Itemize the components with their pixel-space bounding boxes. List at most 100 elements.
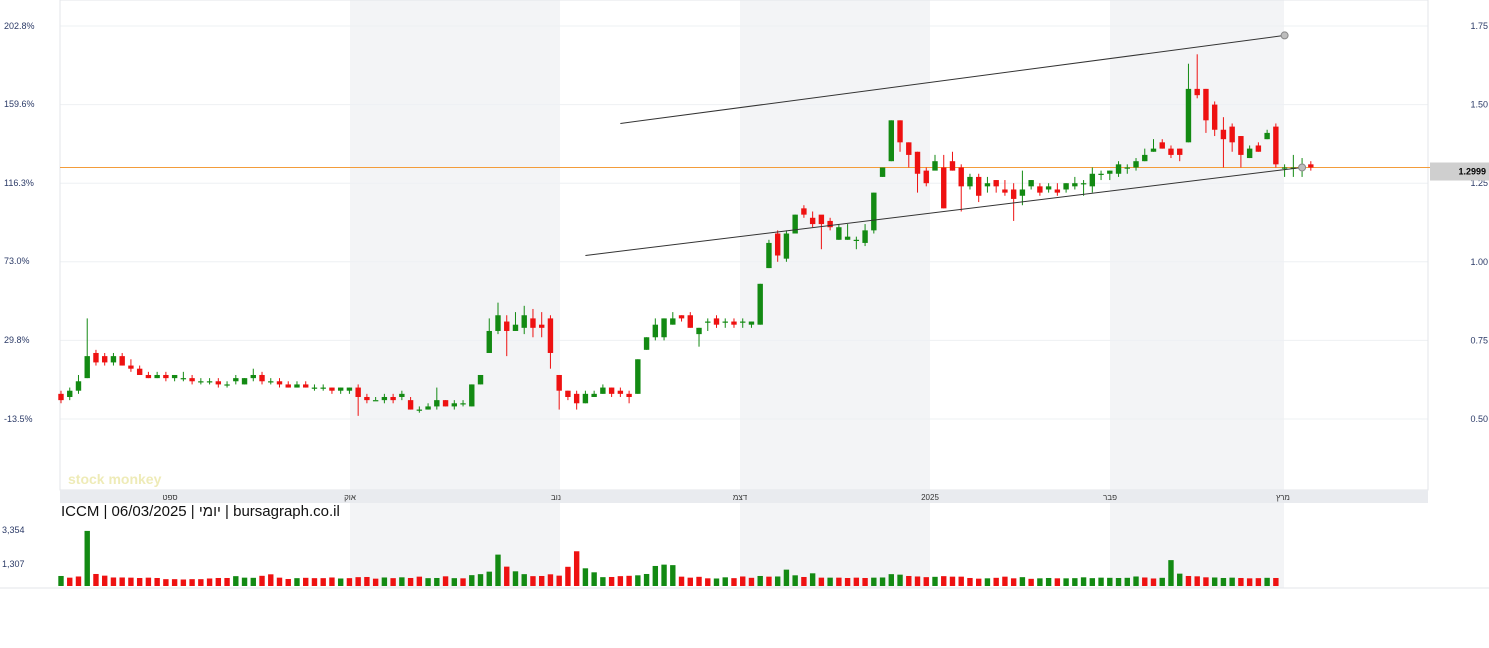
- volume-bar: [303, 577, 309, 586]
- volume-bar: [923, 577, 929, 586]
- candle: [206, 378, 213, 385]
- candle-body: [1054, 189, 1061, 193]
- candle-body: [521, 315, 527, 328]
- candle: [809, 211, 816, 228]
- volume-bar: [967, 577, 973, 586]
- candle: [766, 239, 772, 269]
- candle-body: [1255, 145, 1262, 152]
- candle-body: [233, 378, 239, 382]
- candle-body: [1150, 148, 1157, 152]
- candle: [713, 315, 720, 328]
- volume-bar: [381, 577, 388, 586]
- candle-body: [731, 321, 737, 325]
- candle-body: [906, 142, 912, 155]
- candle: [608, 387, 615, 397]
- candle: [119, 352, 125, 366]
- candle-body: [565, 390, 571, 397]
- volume-bar: [75, 576, 82, 586]
- volume-bar: [1229, 577, 1235, 586]
- candle: [661, 318, 667, 341]
- volume-bar: [844, 577, 851, 586]
- month-label: מרץ: [1276, 493, 1290, 502]
- candle-body: [486, 330, 492, 353]
- volume-bar: [1080, 577, 1087, 586]
- volume-bar: [154, 577, 160, 586]
- candle-body: [783, 233, 790, 259]
- candle-body: [941, 167, 947, 209]
- candle: [451, 400, 457, 410]
- volume-bar: [906, 575, 912, 586]
- candle-body: [1028, 180, 1034, 187]
- candle: [346, 387, 353, 394]
- candle-body: [198, 381, 204, 383]
- candle: [670, 312, 676, 325]
- candle-body: [224, 384, 230, 386]
- candle-body: [836, 227, 842, 240]
- candle: [530, 308, 536, 338]
- candle: [792, 214, 798, 234]
- candle: [1037, 183, 1043, 196]
- left-axis-tick: 29.8%: [4, 335, 30, 345]
- volume-bar: [801, 576, 807, 586]
- volume-axis-tick: 1,307: [2, 559, 25, 569]
- candle: [128, 359, 134, 372]
- candle: [617, 387, 624, 397]
- candle: [635, 359, 641, 394]
- background-band: [740, 0, 930, 490]
- volume-bar: [1115, 577, 1122, 586]
- candle: [241, 378, 248, 385]
- candle-body: [740, 321, 746, 323]
- candle: [442, 400, 449, 407]
- volume-bar: [836, 577, 842, 586]
- candle-body: [390, 396, 396, 401]
- candle: [58, 390, 64, 404]
- volume-bar: [189, 579, 195, 586]
- volume-bar: [766, 576, 772, 586]
- candle: [582, 390, 589, 404]
- chart-caption: ICCM | 06/03/2025 | יומי | bursagraph.co…: [61, 503, 340, 520]
- volume-bar: [145, 577, 152, 586]
- candle: [958, 164, 964, 212]
- month-label: 2025: [921, 493, 939, 502]
- candle: [678, 315, 685, 322]
- volume-bar: [608, 576, 615, 586]
- candle: [914, 151, 921, 193]
- left-axis-tick: 202.8%: [4, 21, 35, 31]
- candle: [504, 315, 510, 357]
- candle-body: [215, 381, 222, 385]
- candle-body: [1002, 189, 1008, 193]
- candle: [303, 381, 309, 388]
- candle-body: [1159, 142, 1165, 149]
- volume-bar: [1168, 560, 1174, 586]
- volume-bar: [705, 578, 711, 586]
- volume-bar: [1037, 578, 1043, 586]
- candle-body: [530, 318, 536, 328]
- volume-bar: [276, 577, 283, 586]
- candle: [853, 236, 860, 250]
- volume-bar: [617, 576, 624, 586]
- candle: [565, 390, 571, 401]
- candle-body: [1185, 88, 1192, 143]
- volume-bar: [102, 575, 108, 586]
- candle-body: [1080, 183, 1087, 185]
- volume-bar: [285, 578, 291, 586]
- channel-handle: [1280, 31, 1289, 40]
- volume-bar: [84, 530, 90, 586]
- candle-body: [1063, 183, 1069, 190]
- candle: [1098, 170, 1104, 181]
- candle: [993, 180, 999, 193]
- candle-body: [206, 381, 213, 383]
- month-axis-strip: [60, 490, 1428, 503]
- candle: [906, 142, 912, 168]
- volume-bar: [643, 573, 650, 586]
- candle: [748, 321, 755, 328]
- candle-body: [591, 393, 597, 397]
- candle: [783, 230, 790, 262]
- candle: [425, 403, 431, 410]
- volume-bar: [1203, 577, 1209, 586]
- candle-body: [582, 393, 589, 404]
- month-label: דצמ: [733, 493, 748, 502]
- volume-bar: [320, 578, 326, 586]
- candle-body: [617, 390, 624, 394]
- candle: [818, 214, 825, 250]
